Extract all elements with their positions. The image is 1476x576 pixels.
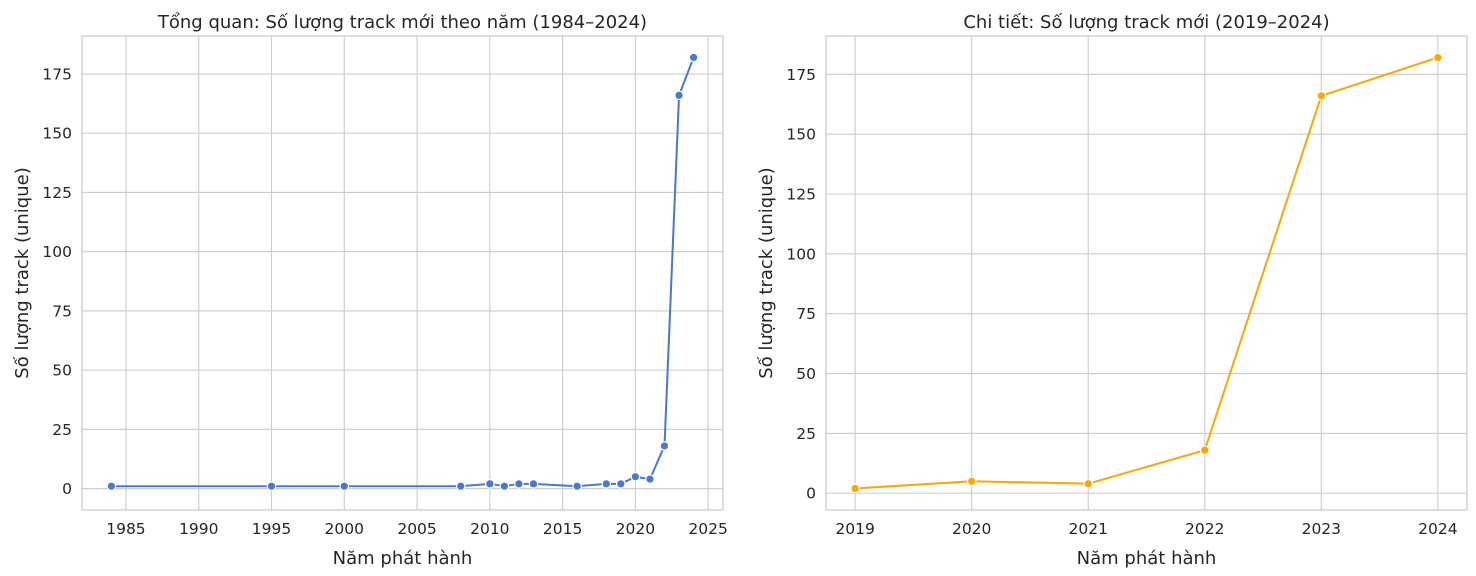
y-axis-label: Số lượng track (unique) <box>12 167 33 378</box>
y-tick-label: 125 <box>42 184 72 202</box>
data-point <box>528 479 539 489</box>
x-tick-label: 2005 <box>397 520 436 538</box>
data-point <box>1316 91 1327 101</box>
data-point <box>339 481 350 491</box>
x-tick-label: 2000 <box>325 520 364 538</box>
chart-title: Chi tiết: Số lượng track mới (2019–2024) <box>963 12 1329 33</box>
y-tick-label: 25 <box>796 425 816 443</box>
y-tick-label: 100 <box>42 243 72 261</box>
data-point <box>455 481 466 491</box>
x-tick-label: 2015 <box>543 520 582 538</box>
data-point <box>601 479 612 489</box>
x-tick-label: 2022 <box>1185 520 1224 538</box>
chart-detail: 2019 2020 2021 2022 2023 2024 0 25 50 75 100 125 150… <box>756 12 1468 569</box>
data-point <box>966 476 977 487</box>
x-axis-label: Năm phát hành <box>333 548 473 569</box>
data-point <box>266 481 277 491</box>
data-point <box>850 483 860 494</box>
y-tick-label: 100 <box>786 245 816 263</box>
x-tick-label: 2021 <box>1069 520 1108 538</box>
data-point <box>1083 478 1094 489</box>
series-line <box>855 56 1439 490</box>
y-tick-label: 50 <box>796 365 816 383</box>
y-tick-label: 175 <box>786 66 816 84</box>
x-axis-label: Năm phát hành <box>1077 548 1217 569</box>
x-tick-label: 2020 <box>616 520 655 538</box>
y-tick-label: 0 <box>806 485 816 503</box>
plot-area-frame <box>81 35 724 511</box>
plot-area-frame <box>825 35 1468 511</box>
x-tick-label: 2010 <box>470 520 509 538</box>
y-tick-label: 150 <box>42 125 72 143</box>
x-tick-label: 1985 <box>106 520 145 538</box>
x-tick-label: 2023 <box>1302 520 1341 538</box>
x-tick-label: 2024 <box>1418 520 1457 538</box>
data-point <box>616 479 626 489</box>
data-point <box>572 481 582 491</box>
data-point <box>499 481 510 491</box>
data-point <box>485 479 495 489</box>
y-tick-label: 125 <box>786 186 816 204</box>
y-tick-label: 75 <box>796 305 816 323</box>
data-point <box>1199 445 1210 455</box>
x-tick-label: 2025 <box>688 520 727 538</box>
data-point <box>659 441 670 451</box>
x-tick-label: 1995 <box>252 520 291 538</box>
x-tick-label: 1990 <box>179 520 218 538</box>
chart-overview: 1985 1990 1995 2000 2005 2010 2015 2020 2025 0 25 5… <box>12 12 728 569</box>
y-tick-label: 75 <box>52 302 72 320</box>
y-tick-label: 150 <box>786 126 816 144</box>
data-point <box>645 474 655 484</box>
y-axis-label: Số lượng track (unique) <box>756 167 777 378</box>
data-point <box>1433 52 1443 63</box>
data-point <box>630 471 641 482</box>
data-point <box>688 52 699 63</box>
chart-title: Tổng quan: Số lượng track mới theo năm (… <box>157 12 647 33</box>
series-line <box>111 57 695 488</box>
y-tick-label: 50 <box>52 362 72 380</box>
data-point <box>674 90 684 101</box>
y-tick-label: 175 <box>42 66 72 84</box>
y-tick-label: 25 <box>52 421 72 439</box>
x-tick-label: 2020 <box>952 520 991 538</box>
y-tick-label: 0 <box>62 480 72 498</box>
data-point <box>514 479 524 489</box>
data-point <box>106 481 117 491</box>
x-tick-label: 2019 <box>835 520 874 538</box>
